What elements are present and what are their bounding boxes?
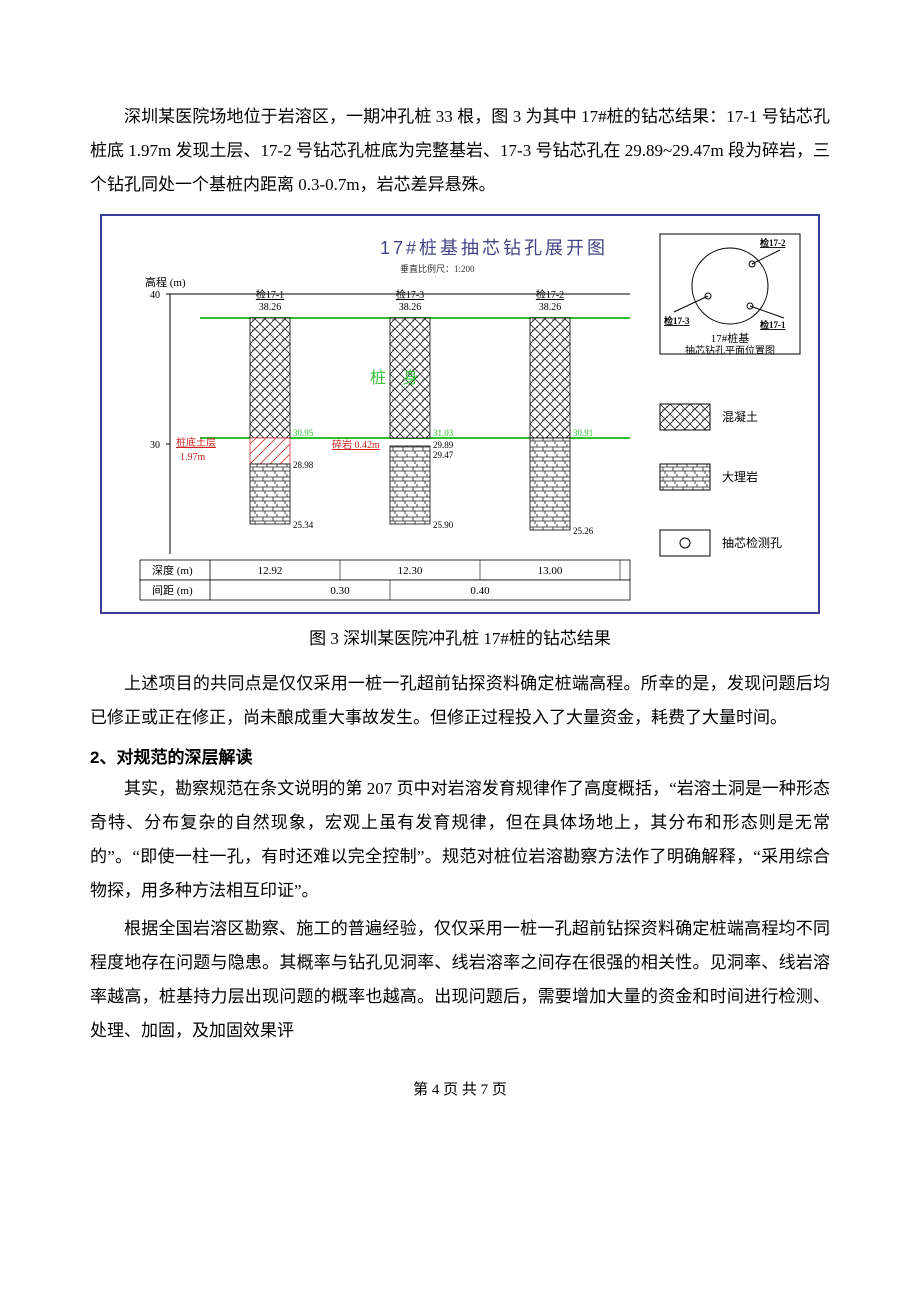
paragraph-top: 深圳某医院场地位于岩溶区，一期冲孔桩 33 根，图 3 为其中 17#桩的钻芯结…	[90, 100, 830, 202]
svg-text:检17-2: 检17-2	[536, 288, 564, 301]
svg-text:检17-3: 检17-3	[664, 315, 690, 326]
svg-text:38.26: 38.26	[259, 302, 282, 313]
svg-text:38.26: 38.26	[399, 302, 422, 313]
svg-text:13.00: 13.00	[538, 565, 563, 577]
svg-text:12.30: 12.30	[398, 565, 423, 577]
svg-text:检17-1: 检17-1	[256, 288, 284, 301]
figure-caption: 图 3 深圳某医院冲孔桩 17#桩的钻芯结果	[90, 624, 830, 649]
svg-text:12.92: 12.92	[258, 565, 283, 577]
svg-text:间距 (m): 间距 (m)	[152, 584, 193, 597]
section-2-heading: 2、对规范的深层解读	[90, 743, 830, 768]
paragraph-mid: 上述项目的共同点是仅仅采用一桩一孔超前钻探资料确定桩端高程。所幸的是，发现问题后…	[90, 667, 830, 735]
svg-text:垂直比例尺：1:200: 垂直比例尺：1:200	[400, 263, 475, 274]
paragraph-b2: 根据全国岩溶区勘察、施工的普遍经验，仅仅采用一桩一孔超前钻探资料确定桩端高程均不…	[90, 912, 830, 1048]
svg-text:0.40: 0.40	[470, 585, 490, 597]
svg-text:17#桩基: 17#桩基	[711, 331, 750, 345]
svg-text:30.95: 30.95	[293, 428, 314, 438]
svg-text:深度 (m): 深度 (m)	[152, 563, 193, 577]
paragraph-b1: 其实，勘察规范在条文说明的第 207 页中对岩溶发育规律作了高度概括，“岩溶土洞…	[90, 772, 830, 908]
svg-text:30.91: 30.91	[573, 428, 593, 438]
svg-text:28.98: 28.98	[293, 460, 314, 470]
figure-3: 17#桩基抽芯钻孔展开图垂直比例尺：1:200高程 (m)4030检17-138…	[90, 214, 830, 614]
svg-text:抽芯检测孔: 抽芯检测孔	[722, 535, 782, 550]
svg-text:17#桩基抽芯钻孔展开图: 17#桩基抽芯钻孔展开图	[380, 238, 608, 258]
svg-text:40: 40	[150, 290, 160, 301]
svg-text:1.97m: 1.97m	[180, 452, 206, 463]
svg-text:0.30: 0.30	[330, 585, 350, 597]
svg-text:检17-1: 检17-1	[760, 319, 786, 330]
svg-text:31.03: 31.03	[433, 428, 454, 438]
svg-text:29.47: 29.47	[433, 450, 454, 460]
svg-text:25.26: 25.26	[573, 526, 594, 536]
svg-text:29.89: 29.89	[433, 440, 454, 450]
svg-text:30: 30	[150, 440, 160, 451]
svg-text:检17-2: 检17-2	[760, 237, 786, 248]
svg-text:高程 (m): 高程 (m)	[145, 275, 186, 289]
svg-text:大理岩: 大理岩	[722, 469, 758, 484]
svg-text:25.90: 25.90	[433, 520, 454, 530]
svg-text:检17-3: 检17-3	[396, 288, 424, 301]
svg-text:38.26: 38.26	[539, 302, 562, 313]
svg-text:桩底土层: 桩底土层	[176, 436, 216, 449]
svg-text:混凝土: 混凝土	[722, 409, 758, 424]
page-footer: 第 4 页 共 7 页	[90, 1078, 830, 1099]
svg-text:抽芯钻孔平面位置图: 抽芯钻孔平面位置图	[685, 344, 775, 357]
svg-text:桩 身: 桩 身	[370, 369, 424, 387]
svg-text:25.34: 25.34	[293, 520, 314, 530]
svg-text:碎岩 0.42m: 碎岩 0.42m	[332, 438, 380, 451]
